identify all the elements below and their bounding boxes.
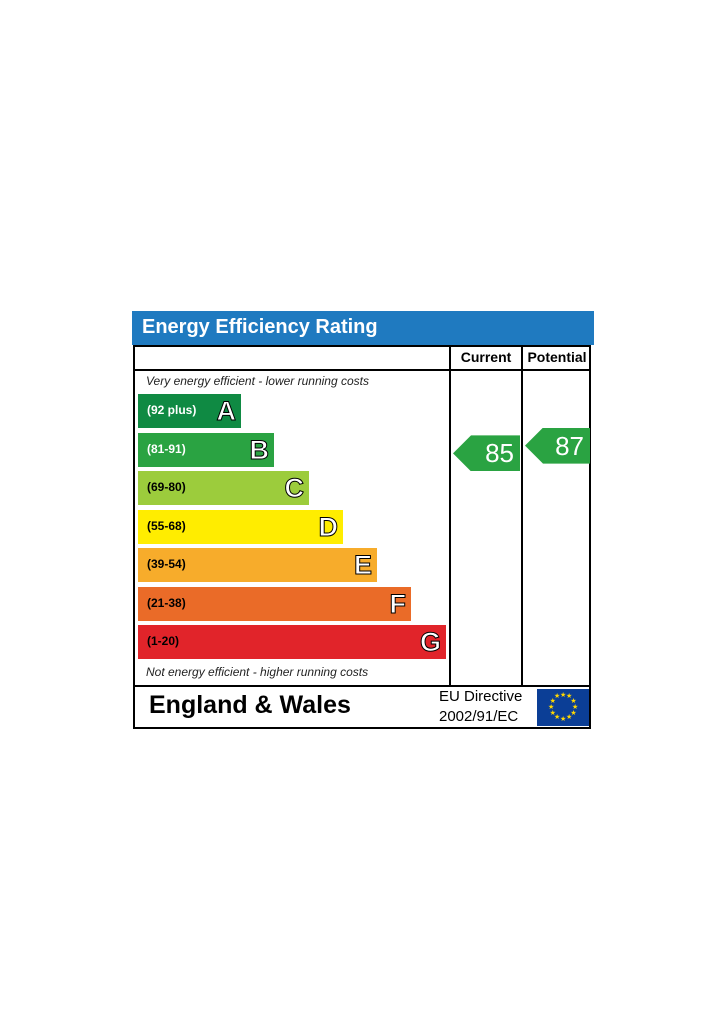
band-range-label: (81-91) [147,441,186,456]
chart-title: Energy Efficiency Rating [142,316,378,338]
band-f: (21-38) F [138,586,411,621]
directive-line-1: EU Directive [439,688,523,705]
current-rating-pointer-value: 85 [485,438,514,469]
top-caption: Very energy efficient - lower running co… [146,374,369,388]
flag-star-icon: ★ [560,715,567,723]
band-letter: C [284,473,304,504]
column-header-current: Current [460,349,512,365]
band-g: (1-20) G [138,625,446,659]
column-divider-1 [449,345,451,687]
column-header-potential: Potential [527,349,587,365]
flag-star-icon: ★ [566,713,573,721]
flag-star-icon: ★ [570,697,577,705]
footer-divider [133,685,591,687]
flag-star-icon: ★ [549,697,556,705]
band-range-label: (69-80) [147,480,186,494]
band-e: (39-54) E [138,548,377,582]
flag-star-icon: ★ [570,709,577,717]
column-divider-2 [521,345,523,687]
band-c: (69-80) C [138,471,309,505]
flag-star-icon: ★ [572,703,579,711]
potential-rating-pointer-value: 87 [555,430,584,461]
flag-star-icon: ★ [548,703,555,711]
band-letter: F [389,588,406,619]
band-letter: D [318,511,338,542]
band-range-label: (21-38) [147,595,186,610]
band-b: (81-91) B [138,432,274,467]
band-d: (55-68) D [138,509,343,544]
band-letter: B [249,434,269,465]
band-range-label: (1-20) [147,634,180,648]
band-a: (92 plus) A [138,394,241,428]
flag-star-icon: ★ [566,693,573,701]
energy-efficiency-chart: Energy Efficiency Rating Current Potenti… [132,311,594,731]
band-letter: A [216,396,236,427]
eu-flag-icon: ★ ★ ★ ★ ★ ★ ★ ★ ★ ★ ★ ★ [537,689,589,726]
band-range-label: (55-68) [147,518,186,533]
bottom-caption: Not energy efficient - higher running co… [146,665,369,679]
band-range-label: (39-54) [147,557,186,571]
region-label: England & Wales [149,691,351,719]
chart-frame [133,345,591,729]
chart-header: Energy Efficiency Rating [132,311,594,345]
flag-star-icon: ★ [549,709,556,717]
band-range-label: (92 plus) [147,403,197,417]
flag-star-icon: ★ [554,693,561,701]
flag-star-icon: ★ [554,713,561,721]
directive-line-2: 2002/91/EC [439,708,519,725]
header-row-divider [133,369,591,371]
flag-star-icon: ★ [560,691,567,699]
band-letter: G [419,627,441,658]
band-letter: E [353,550,372,581]
